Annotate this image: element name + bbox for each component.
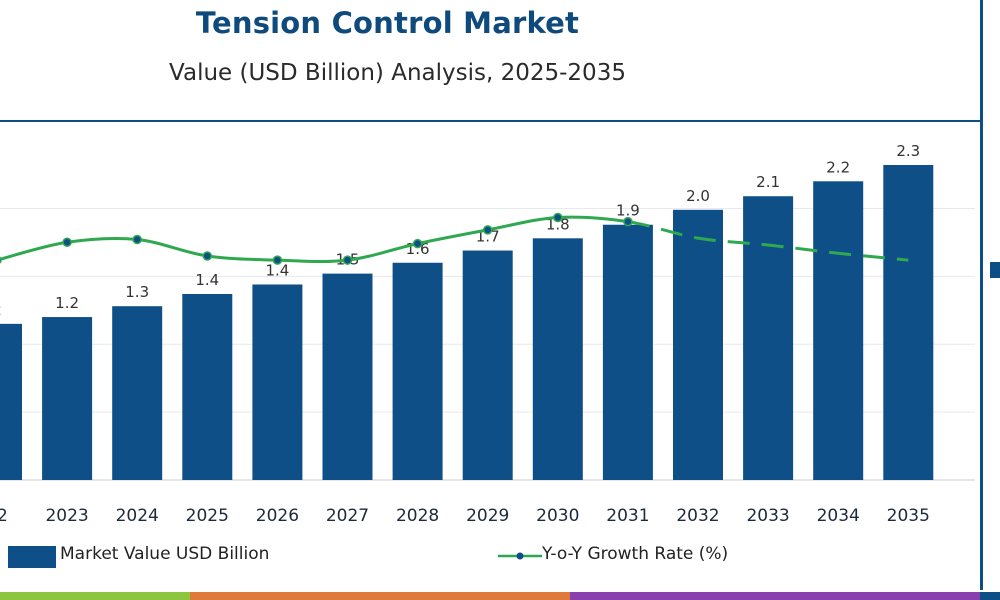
bar-value-label: 2.2 (826, 158, 850, 176)
bar-value-label: 1.8 (546, 215, 570, 233)
growth-point (272, 255, 283, 265)
x-tick-label: 2025 (186, 506, 229, 526)
bar (532, 238, 583, 480)
bar-value-label: 1.3 (125, 283, 149, 301)
right-frame-border (980, 0, 983, 590)
bar-value-labels: 21.21.31.41.41.51.61.71.81.92.02.12.22.3 (0, 142, 920, 319)
x-tick-label: 2033 (746, 506, 789, 526)
growth-point (482, 225, 493, 235)
bar (252, 284, 303, 480)
bar (743, 196, 794, 480)
legend-bar-label: Market Value USD Billion (60, 544, 270, 564)
growth-point (553, 212, 563, 223)
legend-line-label: Y-o-Y Growth Rate (%) (542, 544, 729, 564)
growth-line-forecast (627, 220, 909, 262)
bar (392, 262, 443, 480)
x-tick-label: 2026 (256, 506, 299, 526)
x-tick-label: 2028 (396, 506, 439, 526)
growth-point (0, 256, 2, 264)
x-axis-tick-labels: 22 2023 2024 2025 2026 2027 2028 2029 2030 2031 20… (0, 506, 930, 526)
legend-line-swatch (498, 552, 542, 560)
bar (0, 323, 22, 480)
bars (0, 165, 934, 481)
chart-subtitle: Value (USD Billion) Analysis, 2025-2035 (169, 60, 626, 86)
bar-value-label: 1.2 (55, 294, 79, 312)
growth-rate-line (0, 212, 909, 265)
x-tick-label: 2032 (676, 506, 719, 526)
bar (112, 306, 163, 480)
chart-title: Tension Control Market (195, 6, 580, 40)
growth-point (132, 234, 142, 245)
bar-value-label: 1.9 (616, 202, 640, 220)
bar-value-label: 2.1 (756, 173, 780, 191)
footer-strip-segment (0, 592, 190, 600)
bar (462, 250, 513, 480)
bar-value-label: 2.3 (896, 142, 920, 160)
bar (42, 317, 93, 480)
bar (883, 165, 934, 480)
x-tick-label: 2030 (536, 506, 579, 526)
footer-strip-segment (190, 592, 570, 600)
footer-strip-segment (980, 592, 1000, 600)
footer-color-strip (0, 592, 1000, 600)
chart-plot: 21.21.31.41.41.51.61.71.81.92.02.12.22.3… (0, 142, 975, 526)
bar (182, 293, 233, 480)
x-tick-label: 2023 (45, 506, 88, 526)
x-tick-label: 2027 (326, 506, 369, 526)
x-tick-label: 2031 (606, 506, 649, 526)
footer-strip-segment (570, 592, 980, 600)
x-tick-label: 2034 (817, 506, 860, 526)
growth-point (202, 251, 213, 261)
growth-point (412, 238, 423, 249)
bar (322, 273, 373, 480)
x-tick-label: 2024 (116, 506, 159, 526)
right-frame-tab (990, 262, 1000, 278)
bar-value-label: 2.0 (686, 187, 710, 205)
bar (673, 209, 723, 480)
bar (813, 181, 864, 481)
header-divider (0, 120, 982, 122)
growth-point (342, 255, 353, 265)
x-tick-label: 2029 (466, 506, 509, 526)
growth-point (62, 237, 72, 247)
x-tick-label: 22 (0, 506, 8, 526)
growth-line-actual (0, 215, 629, 264)
bar (602, 224, 653, 480)
x-tick-label: 2035 (887, 506, 930, 526)
bar-value-label: 1.4 (265, 261, 289, 279)
growth-point (623, 216, 633, 227)
bar-value-label: 2 (0, 301, 2, 319)
legend-bar-swatch (8, 546, 56, 568)
bar-value-label: 1.4 (195, 271, 219, 289)
